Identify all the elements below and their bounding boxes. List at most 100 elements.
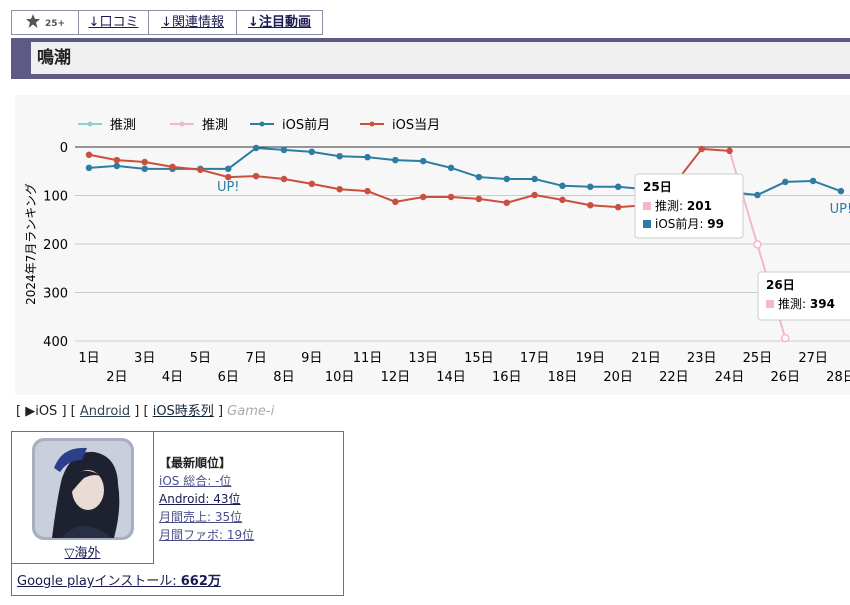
point — [587, 183, 594, 191]
x-tick-label: 20日 — [603, 370, 633, 385]
icon-cell: ▽海外 — [12, 432, 154, 564]
annotation: UP! — [830, 202, 850, 217]
header-title: 鳴潮 — [31, 42, 850, 74]
rank-link[interactable]: iOS 総合: -位 — [159, 474, 232, 488]
link[interactable]: Android — [79, 404, 131, 419]
region-link[interactable]: ▽海外 — [64, 546, 101, 561]
tooltip-swatch — [643, 220, 651, 228]
installs: Google playインストール: 662万 — [17, 570, 221, 589]
app-icon[interactable] — [32, 438, 134, 540]
point — [809, 177, 817, 185]
installs-value: 662万 — [180, 574, 221, 589]
point — [754, 191, 761, 199]
x-tick-label: 26日 — [770, 370, 800, 385]
tooltip-name: 推測 — [778, 297, 802, 311]
rank-heading: 【最新順位】 — [159, 456, 232, 470]
point — [503, 175, 510, 183]
legend-label: 推測 — [202, 118, 228, 133]
tooltip-value: 99 — [707, 217, 724, 231]
y-axis-label: 2024年7月ランキング — [24, 183, 38, 305]
bracket: ] — [217, 404, 224, 419]
point — [614, 183, 622, 191]
point — [225, 173, 232, 181]
point — [782, 178, 789, 186]
link-current: ▶iOS — [25, 404, 58, 419]
point — [308, 180, 316, 188]
x-tick-label: 21日 — [631, 351, 661, 366]
y-tick-label: 100 — [43, 190, 68, 205]
rank-list: 【最新順位】 iOS 総合: -位 Android: 43位 月間売上: 35位… — [159, 454, 254, 544]
tab-label: ↓注目動画 — [248, 15, 311, 30]
x-tick-label: 27日 — [798, 351, 828, 366]
x-tick-label: 23日 — [687, 351, 717, 366]
rank-link[interactable]: Android: 43位 — [159, 492, 241, 506]
point — [447, 164, 455, 172]
x-tick-label: 8日 — [273, 370, 294, 385]
x-tick-label: 9日 — [301, 351, 322, 366]
x-tick-label: 10日 — [325, 370, 355, 385]
tab-label: ↓関連情報 — [161, 15, 224, 30]
bracket: ] [ — [134, 404, 149, 419]
star-icon — [25, 14, 40, 28]
point — [364, 153, 371, 161]
x-tick-label: 3日 — [134, 351, 155, 366]
x-tick-label: 2日 — [106, 370, 127, 385]
point — [113, 162, 121, 170]
x-tick-label: 12日 — [381, 370, 411, 385]
y-tick-label: 200 — [43, 238, 68, 253]
point — [392, 198, 399, 206]
tab-favorite[interactable]: 25+ — [11, 10, 79, 35]
tooltip-name: iOS前月 — [655, 216, 699, 231]
point — [726, 147, 733, 155]
tooltip-swatch — [766, 300, 774, 308]
x-tick-label: 17日 — [520, 351, 550, 366]
tooltip — [634, 173, 744, 239]
point — [197, 166, 204, 174]
point — [252, 144, 260, 152]
link[interactable]: iOS時系列 — [152, 404, 214, 419]
point — [559, 196, 566, 204]
x-tick-label: 24日 — [715, 370, 745, 385]
point — [141, 165, 148, 173]
x-tick-label: 7日 — [245, 351, 266, 366]
tab[interactable]: ↓口コミ — [78, 10, 149, 35]
tooltip-row: 推測: 394 — [778, 297, 835, 311]
tooltip-title: 26日 — [766, 278, 795, 292]
x-tick-label: 14日 — [436, 370, 466, 385]
point — [252, 172, 260, 180]
point — [475, 195, 483, 203]
x-tick-label: 16日 — [492, 370, 522, 385]
x-tick-label: 19日 — [576, 351, 606, 366]
installs-label: Google playインストール: — [17, 574, 177, 589]
point — [419, 157, 427, 165]
legend-dot — [87, 121, 93, 127]
y-tick-label: 0 — [60, 141, 68, 156]
tab[interactable]: ↓関連情報 — [148, 10, 237, 35]
tooltip-name: 推測 — [655, 199, 679, 213]
rank-link[interactable]: 月間ファボ: 19位 — [159, 528, 255, 542]
point — [837, 187, 845, 195]
point — [559, 182, 566, 190]
point — [169, 163, 176, 171]
legend-label: iOS当月 — [392, 118, 440, 133]
y-tick-label: 400 — [43, 335, 68, 350]
legend-label: iOS前月 — [282, 117, 330, 133]
tooltip-swatch — [643, 202, 651, 210]
point — [225, 165, 232, 173]
point — [531, 191, 538, 199]
legend-label: 推測 — [110, 118, 136, 133]
x-tick-label: 1日 — [78, 351, 99, 366]
tab[interactable]: ↓注目動画 — [236, 10, 323, 35]
point — [614, 203, 622, 211]
tooltip-value: 201 — [687, 199, 712, 213]
rank-link[interactable]: 月間売上: 35位 — [159, 510, 243, 524]
point — [753, 240, 762, 249]
point — [587, 201, 594, 209]
point — [141, 158, 148, 166]
x-tick-label: 22日 — [659, 370, 689, 385]
installs-link[interactable]: Google playインストール: 662万 — [17, 574, 221, 589]
point — [392, 156, 399, 164]
x-tick-label: 15日 — [464, 351, 494, 366]
point — [503, 199, 510, 207]
y-tick-label: 300 — [43, 287, 68, 302]
